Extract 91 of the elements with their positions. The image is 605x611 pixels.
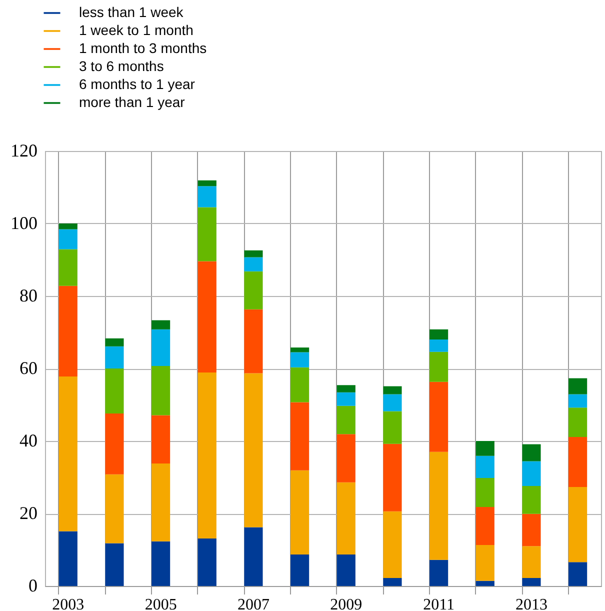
legend-label: 1 month to 3 months [79, 40, 207, 56]
bar [58, 249, 78, 286]
bar [105, 368, 124, 414]
bar [522, 486, 541, 514]
bar [336, 406, 356, 434]
bar [290, 367, 310, 402]
bar [105, 474, 124, 544]
bar [476, 441, 494, 456]
y-tick-label: 0 [28, 576, 38, 596]
x-tick-label: 2007 [238, 596, 270, 611]
bar [290, 347, 310, 352]
bar [568, 562, 588, 586]
bar [476, 478, 494, 507]
bar [568, 487, 588, 562]
bar [383, 386, 402, 394]
bar [198, 207, 216, 262]
bar [430, 329, 448, 340]
bar [430, 352, 448, 382]
legend-label: less than 1 week [79, 4, 184, 20]
bar [244, 309, 263, 374]
bar [290, 554, 310, 586]
bar [58, 224, 78, 230]
bar [198, 261, 216, 372]
y-tick-label: 120 [10, 140, 38, 160]
x-tick-label: 2013 [516, 596, 548, 611]
bar [290, 402, 310, 470]
bar [290, 352, 310, 368]
bar [476, 456, 494, 478]
y-tick-label: 40 [20, 430, 38, 450]
y-tick-label: 60 [20, 358, 38, 378]
bar [105, 346, 124, 368]
bar [522, 578, 541, 586]
bar [198, 538, 216, 586]
bar [290, 470, 310, 554]
bar [198, 180, 216, 186]
bar [568, 378, 588, 394]
legend-label: 1 week to 1 month [79, 22, 194, 38]
bar [152, 366, 170, 416]
y-tick-label: 100 [10, 213, 38, 233]
bar [568, 437, 588, 488]
bar [336, 554, 356, 586]
y-tick-label: 20 [20, 503, 38, 523]
bar [152, 320, 170, 330]
bar [58, 531, 78, 586]
bar [522, 444, 541, 462]
bar [383, 444, 402, 512]
x-tick-label: 2009 [330, 596, 362, 611]
bar [476, 580, 494, 586]
bar [336, 434, 356, 482]
bar [105, 338, 124, 346]
y-tick-label: 80 [20, 286, 38, 306]
bar [244, 271, 263, 310]
legend-label: 3 to 6 months [79, 58, 164, 74]
bar [198, 372, 216, 539]
bar [105, 543, 124, 586]
bar [383, 578, 402, 586]
bar [244, 250, 263, 258]
bar [522, 546, 541, 578]
bar [152, 463, 170, 542]
bar [336, 385, 356, 392]
bar [476, 545, 494, 581]
bar [198, 186, 216, 208]
bar [152, 329, 170, 366]
bar [430, 382, 448, 452]
bar [152, 415, 170, 464]
legend-label: more than 1 year [79, 94, 186, 110]
legend-label: 6 months to 1 year [79, 76, 196, 92]
bar [522, 461, 541, 486]
x-tick-label: 2003 [52, 596, 84, 611]
bar [336, 392, 356, 406]
bar [476, 506, 494, 546]
bar [244, 527, 263, 586]
x-tick-label: 2011 [423, 596, 455, 611]
bar [152, 541, 170, 586]
bar [244, 373, 263, 528]
x-tick-label: 2005 [144, 596, 177, 611]
bar [522, 514, 541, 546]
bar [58, 286, 78, 376]
bar [383, 511, 402, 578]
bar [383, 394, 402, 412]
bar [105, 413, 124, 474]
bar [336, 482, 356, 554]
bar [430, 560, 448, 586]
bar [430, 340, 448, 352]
bar [383, 411, 402, 444]
bar [430, 452, 448, 560]
bar [58, 229, 78, 250]
bar [568, 394, 588, 408]
bar [244, 257, 263, 272]
bar [58, 376, 78, 532]
bar [568, 408, 588, 438]
